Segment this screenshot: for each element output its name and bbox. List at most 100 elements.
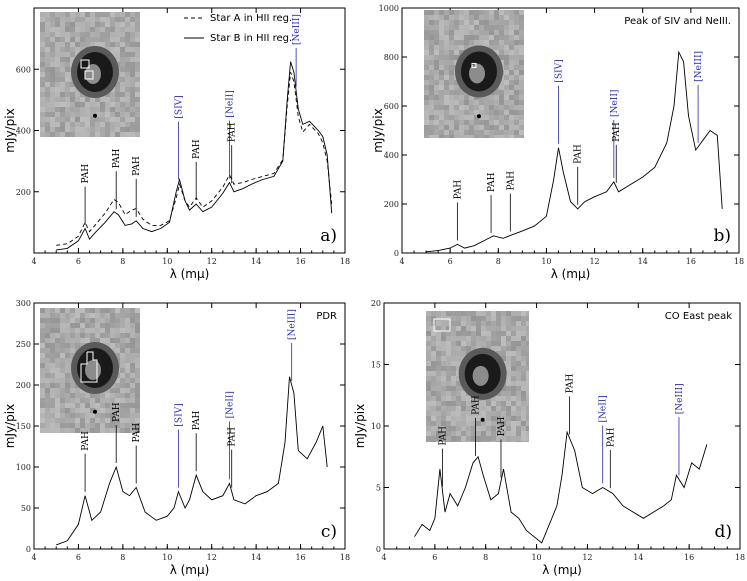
aperture-peak [471,62,477,68]
y-tick-label: 600 [384,102,399,111]
x-axis-label: λ (mμ) [542,563,582,577]
x-tick-label: 16 [684,553,694,562]
x-tick-label: 8 [483,553,488,562]
star-dot [480,417,485,422]
aperture-star-b [84,70,94,80]
y-tick-label: 0 [394,249,399,258]
annotation-label: PAH [497,417,507,437]
annotation-label: PAH [192,410,202,430]
annotation-label: [NeII] [225,391,235,418]
y-tick-label: 5 [376,484,381,493]
panel-label: a) [320,226,337,246]
annotation-label: PAH [132,156,142,176]
annotation-label: [SIV] [174,95,184,118]
x-tick-label: 10 [531,553,541,562]
series-line-0 [426,50,723,253]
annotation-label: [NeII] [599,395,609,422]
y-tick-label: 300 [16,299,31,308]
x-tick-label: 12 [589,257,599,266]
x-tick-label: 8 [496,257,501,266]
y-tick-label: 100 [16,463,31,472]
star-dot [93,113,97,118]
annotation-label: PAH [228,427,238,447]
annotation-label: PAH [112,402,122,422]
annotation-label: [NeIII] [292,14,302,45]
y-tick-label: 200 [16,381,31,390]
y-axis-label: mJy/pix [353,404,367,448]
annotation-label: PAH [506,171,516,191]
x-tick-label: 14 [633,553,643,562]
y-tick-label: 50 [21,504,31,513]
x-tick-label: 18 [734,257,744,266]
x-tick-label: 4 [381,553,386,562]
inset-image [424,10,524,138]
y-tick-label: 0 [376,545,381,554]
y-tick-label: 800 [384,53,399,62]
series-line-1 [56,61,333,251]
y-tick-label: 15 [371,361,381,370]
nebula-cavity [472,365,489,386]
y-axis-label: mJy/pix [3,404,17,448]
x-tick-label: 6 [76,553,81,562]
x-tick-label: 10 [162,553,172,562]
y-tick-label: 400 [16,127,31,136]
annotation-label: PAH [574,144,584,164]
y-tick-label: 20 [371,299,381,308]
annotation-label: [NeII] [610,90,620,117]
panel-title: CO East peak [665,311,732,322]
annotation-label: PAH [112,148,122,168]
aperture-co-east [433,318,451,332]
x-tick-label: 16 [295,553,305,562]
x-axis-label: λ (mμ) [170,563,210,577]
annotation-label: PAH [453,180,463,200]
x-tick-label: 4 [399,257,404,266]
nebula-cavity [469,63,485,84]
annotation-label: PAH [606,427,616,447]
x-tick-label: 8 [120,553,125,562]
annotation-label: PAH [132,423,142,443]
star-dot [93,409,97,414]
panel-title: Peak of SIV and NeIII. [624,16,731,27]
annotation-label: PAH [472,395,482,415]
panel-d: 4 6 8 10 12 14 16 18 0 5 10 15 20 λ (mμ) mJy/pix PAH PAH… [353,299,745,577]
y-tick-label: 200 [384,200,399,209]
inset-image [426,311,529,442]
aperture-star-a [80,59,90,69]
x-tick-label: 4 [31,553,36,562]
aperture-pdr [80,351,98,383]
y-axis-label: mJy/pix [371,108,385,152]
annotation-label: [SIV] [174,403,184,426]
x-tick-label: 4 [31,257,36,266]
x-tick-label: 10 [162,257,172,266]
annotation-label: [NeII] [225,90,235,117]
annotation-label: [NeIII] [675,383,685,414]
x-tick-label: 12 [582,553,592,562]
y-tick-label: 250 [16,340,31,349]
x-tick-label: 18 [340,553,350,562]
x-tick-label: 16 [686,257,696,266]
annotation-label: [SIV] [554,59,564,82]
inset-image [40,12,140,137]
y-tick-label: 600 [16,65,31,74]
series-line-0 [414,430,708,544]
y-axis-label: mJy/pix [3,108,17,152]
panel-c: 4 6 8 10 12 14 16 18 0 50 100 150 200 250 300 λ (mμ) mJy… [3,299,350,577]
y-tick-label: 150 [16,422,31,431]
x-tick-label: 12 [207,553,217,562]
annotation-label: PAH [192,139,202,159]
y-tick-label: 200 [16,188,31,197]
annotation-label: PAH [566,374,576,394]
x-tick-label: 14 [251,257,261,266]
x-axis-label: λ (mμ) [170,267,210,281]
y-tick-label: 0 [26,545,31,554]
legend-entry: Star B in HII reg. [210,33,292,44]
panel-label: b) [713,226,731,246]
x-tick-label: 8 [120,257,125,266]
annotation-label: PAH [228,122,238,142]
annotation-label: PAH [612,122,622,142]
x-tick-label: 18 [340,257,350,266]
x-tick-label: 6 [76,257,81,266]
x-tick-label: 6 [432,553,437,562]
x-tick-label: 10 [541,257,551,266]
